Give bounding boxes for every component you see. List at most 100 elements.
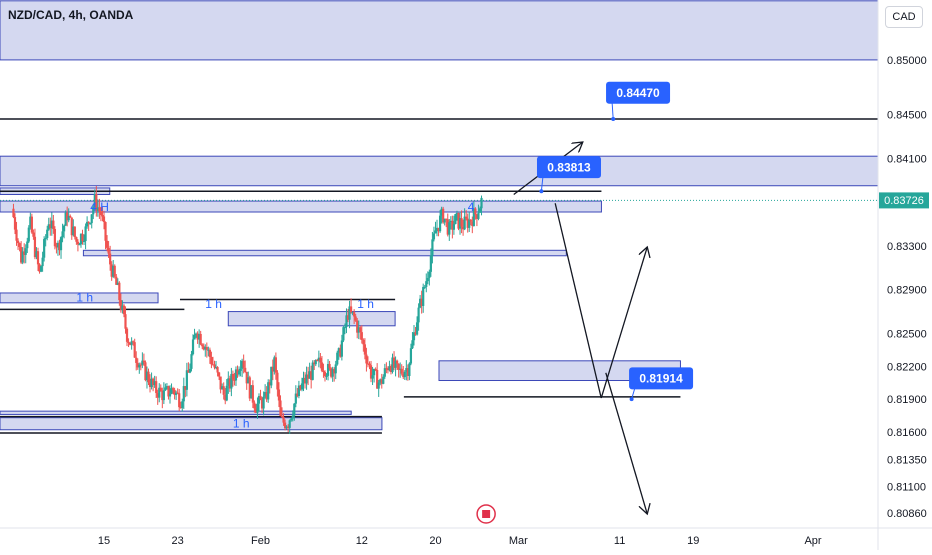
candle-body [127,341,130,343]
candle-body [396,360,399,364]
candle-body [313,362,316,365]
candle-body [389,366,393,373]
candle-body [191,339,195,355]
callout-anchor [611,116,616,121]
candle-body [158,387,161,398]
candle-body [267,382,270,400]
candle-body [61,231,64,238]
candle-body [222,386,225,395]
candle-body [386,368,390,371]
candle-body [18,243,21,247]
candle-body [199,333,202,345]
candle-body [101,215,104,217]
candle-body [201,344,204,347]
candle-body [325,375,328,377]
y-tick-label: 0.81100 [887,482,926,494]
candle-body [388,366,391,371]
candle-body [20,246,23,263]
candle-body [139,364,142,366]
candle-body [122,305,126,315]
candle-body [256,403,259,413]
candle-body [219,376,222,390]
candle-body [468,219,471,228]
candle-body [276,372,279,390]
candle-body [285,426,288,429]
callout-pointer [540,176,544,192]
candle-body [73,226,76,238]
callout-label: 0.81914 [639,371,683,385]
candle-body [168,393,172,397]
candle-body [142,360,146,363]
candle-body [135,357,138,363]
candle-body [216,367,219,373]
candle-body [115,276,118,285]
candle-body [466,218,469,228]
candle-body [417,307,420,323]
candle-body [405,368,408,372]
candle-body [477,212,480,219]
candle-body [317,357,320,361]
candle-body [230,373,233,389]
candle-body [385,368,388,370]
candle-body [241,360,244,369]
candle-body [234,369,238,381]
candle-body [27,227,30,242]
candle-body [89,223,92,225]
candle-body [356,320,359,333]
candle-body [280,415,284,418]
x-tick-label: 12 [356,535,368,547]
candle-body [277,389,281,401]
trend-arrow [600,247,647,399]
candle-body [322,370,325,372]
candle-body [400,368,403,374]
candle-body [411,340,414,349]
candle-body [210,357,213,365]
callout-label: 0.84470 [616,86,660,100]
zone-rect [0,292,159,304]
candle-body [98,207,101,212]
candle-body [303,377,307,384]
candle-body [130,341,133,345]
candle-body [24,248,27,255]
last-price-badge [879,192,929,209]
candle-body [399,368,402,370]
candle-body [409,348,413,364]
candle-body [164,387,167,391]
candle-body [62,225,66,232]
candle-body [214,367,218,369]
candle-body [176,392,179,394]
candle-body [293,403,296,416]
candle-body [257,395,261,404]
candle-body [36,251,40,265]
callout-label: 0.83813 [547,160,591,174]
candle-body [15,229,18,241]
candle-body [446,219,449,235]
candle-body [93,193,96,208]
candle-body [458,218,462,229]
candle-body [408,363,411,376]
candle-body [374,368,377,371]
candle-body [268,382,271,386]
candle-body [207,349,210,351]
candle-body [475,214,479,219]
candle-body [379,379,382,383]
candle-body [16,240,20,244]
zone-rect [0,200,602,213]
candle-body [434,230,437,234]
candles-layer [12,186,483,434]
currency-button[interactable]: CAD [885,6,923,28]
candle-body [213,364,216,368]
candle-body [102,216,106,223]
candle-body [462,226,465,230]
candle-body [333,369,336,374]
symbol-title[interactable]: NZD/CAD, 4h, OANDA [8,8,134,22]
candle-body [442,208,445,223]
x-tick-label: Apr [804,535,821,547]
candle-body [382,376,385,384]
candle-body [147,371,150,383]
candle-body [150,378,153,388]
candle-body [455,212,459,215]
candle-body [233,379,236,381]
